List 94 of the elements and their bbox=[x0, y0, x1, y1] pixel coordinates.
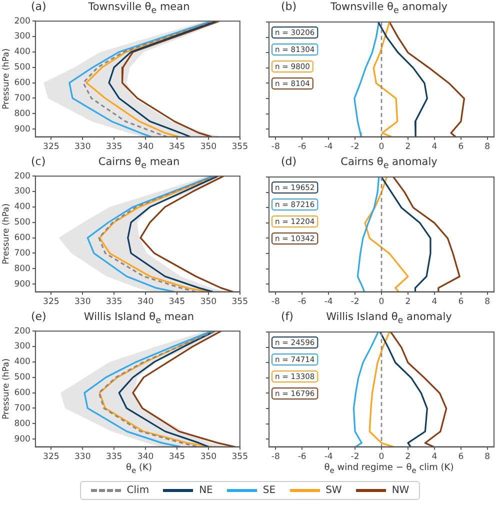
y-tick-label: 500 bbox=[14, 372, 30, 383]
x-tick-label: -2 bbox=[350, 452, 360, 462]
y-tick-label: 600 bbox=[14, 233, 30, 244]
text: (f) bbox=[281, 310, 294, 324]
y-tick-label: 200 bbox=[14, 171, 30, 182]
x-tick-label: 0 bbox=[378, 452, 384, 462]
x-tick-label: 8 bbox=[484, 452, 490, 462]
x-tick-label: -4 bbox=[324, 297, 333, 308]
x-tick-label: 350 bbox=[200, 452, 217, 462]
x-tick-label: 2 bbox=[405, 142, 411, 152]
y-tick-label: 600 bbox=[14, 78, 30, 88]
x-tick-label: 335 bbox=[106, 297, 122, 308]
y-tick-label: 900 bbox=[14, 279, 30, 290]
x-tick-label: -2 bbox=[350, 142, 360, 152]
text: (d) bbox=[281, 155, 297, 169]
x-tick-label: 325 bbox=[43, 142, 60, 152]
legend-label: Clim bbox=[126, 485, 150, 496]
y-tick-label: 700 bbox=[14, 93, 30, 104]
x-tick-label: 4 bbox=[432, 142, 438, 152]
x-tick-label: 340 bbox=[137, 452, 154, 462]
chart-title: Willis Island θ$_{e}$ anomaly bbox=[326, 311, 452, 326]
x-tick-label: 325 bbox=[43, 452, 60, 462]
chart-title: Townsville θ$_{e}$ anomaly bbox=[330, 1, 448, 16]
x-tick-label: 345 bbox=[168, 142, 186, 152]
y-tick-label: 800 bbox=[14, 264, 30, 274]
x-axis-title: θ$_{e}$ (K) bbox=[125, 463, 153, 475]
legend-label: SW bbox=[326, 485, 342, 496]
chart-title: Cairns θ$_{e}$ mean bbox=[98, 156, 180, 172]
x-tick-label: 8 bbox=[484, 142, 490, 152]
x-tick-label: -8 bbox=[271, 297, 280, 308]
x-tick-label: 350 bbox=[200, 297, 217, 308]
x-tick-label: -6 bbox=[298, 297, 306, 308]
y-tick-label: 500 bbox=[14, 62, 30, 73]
text: (b) bbox=[281, 0, 297, 14]
x-tick-label: 325 bbox=[43, 297, 60, 308]
x-tick-label: 330 bbox=[74, 142, 91, 152]
text: (a) bbox=[31, 0, 46, 14]
y-tick-label: 400 bbox=[14, 47, 30, 58]
y-tick-label: 400 bbox=[14, 357, 30, 368]
y-tick-label: 200 bbox=[14, 16, 30, 26]
x-tick-label: 2 bbox=[405, 297, 411, 308]
x-tick-label: 4 bbox=[432, 297, 438, 308]
chart-title: Cairns θ$_{e}$ anomaly bbox=[340, 156, 438, 172]
x-tick-label: 6 bbox=[458, 297, 464, 308]
x-tick-label: 350 bbox=[200, 142, 217, 152]
x-tick-label: 330 bbox=[74, 297, 91, 308]
y-tick-label: 600 bbox=[14, 388, 30, 398]
chart-title: Willis Island θ$_{e}$ mean bbox=[84, 311, 194, 326]
x-tick-label: 2 bbox=[405, 452, 411, 462]
x-tick-label: 355 bbox=[232, 297, 248, 308]
y-tick-label: 500 bbox=[14, 218, 30, 228]
x-tick-label: 6 bbox=[458, 452, 464, 462]
x-tick-label: 340 bbox=[137, 297, 154, 308]
x-tick-label: 345 bbox=[168, 297, 186, 308]
x-tick-label: 355 bbox=[232, 142, 248, 152]
x-tick-label: 330 bbox=[74, 452, 91, 462]
y-tick-label: 300 bbox=[14, 342, 30, 352]
x-tick-label: 4 bbox=[432, 452, 438, 462]
y-tick-label: 900 bbox=[14, 434, 30, 444]
text: (c) bbox=[31, 155, 46, 169]
x-tick-label: 335 bbox=[106, 142, 122, 152]
x-tick-label: -4 bbox=[324, 452, 333, 462]
x-tick-label: 355 bbox=[232, 452, 248, 462]
y-tick-label: 200 bbox=[14, 326, 30, 336]
y-tick-label: 800 bbox=[14, 418, 30, 429]
x-tick-label: -6 bbox=[298, 142, 306, 152]
x-tick-label: -8 bbox=[271, 142, 280, 152]
y-tick-label: 700 bbox=[14, 403, 30, 414]
x-tick-label: 340 bbox=[137, 142, 154, 152]
y-tick-label: 900 bbox=[14, 124, 30, 134]
x-tick-label: -4 bbox=[324, 142, 333, 152]
legend-label: NW bbox=[392, 485, 410, 496]
y-tick-label: 300 bbox=[14, 186, 30, 197]
x-tick-label: 0 bbox=[378, 297, 384, 308]
x-axis-title: θ$_{e}$ wind regime − θ$_{e}$ clim (K) bbox=[323, 463, 455, 475]
y-tick-label: 800 bbox=[14, 108, 30, 119]
legend-label: SE bbox=[262, 485, 276, 496]
x-tick-label: 0 bbox=[378, 142, 384, 152]
y-tick-label: 300 bbox=[14, 32, 30, 42]
y-axis-title: Pressure (hPa) bbox=[1, 48, 12, 110]
x-tick-label: -6 bbox=[298, 452, 306, 462]
y-axis-title: Pressure (hPa) bbox=[1, 358, 12, 420]
y-axis-title: Pressure (hPa) bbox=[1, 203, 12, 264]
y-tick-label: 400 bbox=[14, 202, 30, 212]
x-tick-label: 8 bbox=[484, 297, 490, 308]
x-tick-label: 345 bbox=[168, 452, 186, 462]
chart-title: Townsville θ$_{e}$ mean bbox=[88, 1, 190, 16]
x-tick-label: -2 bbox=[350, 297, 360, 308]
x-tick-label: 6 bbox=[458, 142, 464, 152]
text: (e) bbox=[31, 310, 46, 324]
y-tick-label: 700 bbox=[14, 248, 30, 258]
x-tick-label: 335 bbox=[106, 452, 122, 462]
legend-label: NE bbox=[199, 485, 213, 496]
x-tick-label: -8 bbox=[271, 452, 280, 462]
